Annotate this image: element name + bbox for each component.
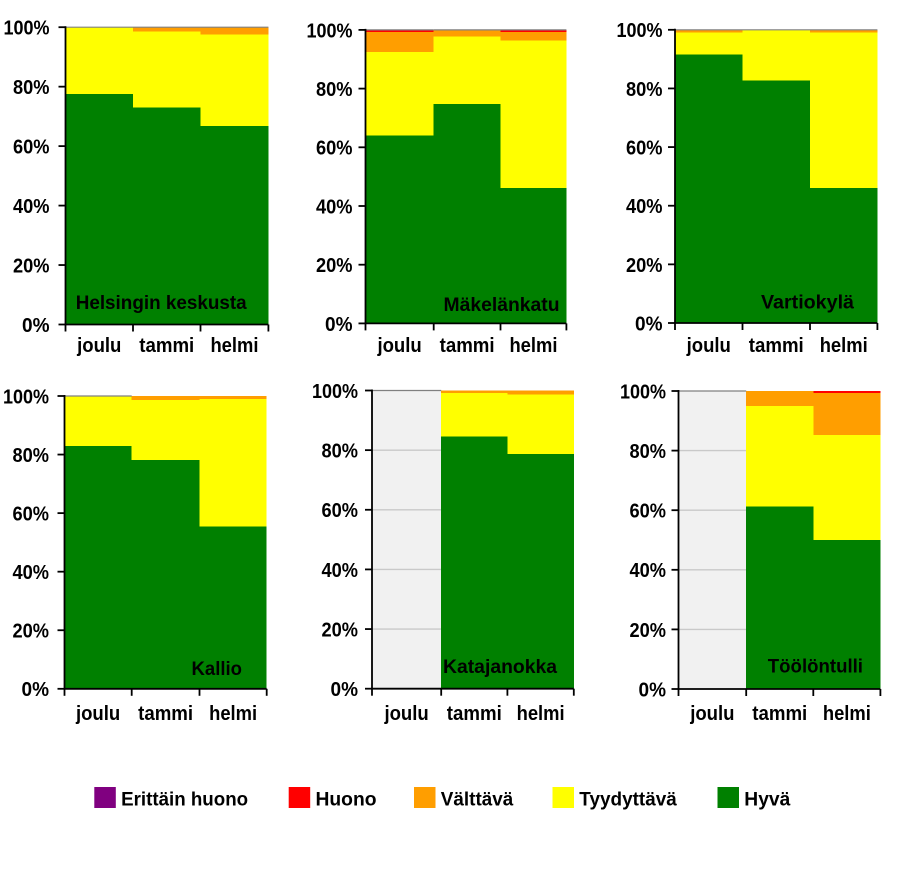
svg-text:Vartiokylä: Vartiokylä — [761, 292, 854, 313]
svg-text:80%: 80% — [13, 445, 50, 467]
svg-text:20%: 20% — [626, 255, 663, 277]
svg-text:60%: 60% — [626, 137, 663, 159]
svg-text:100%: 100% — [617, 20, 663, 42]
svg-text:helmi: helmi — [823, 703, 871, 725]
svg-text:40%: 40% — [322, 560, 359, 582]
svg-text:20%: 20% — [630, 620, 667, 642]
svg-text:joulu: joulu — [76, 335, 121, 357]
svg-text:Hyvä: Hyvä — [744, 790, 790, 811]
svg-text:100%: 100% — [4, 18, 50, 40]
svg-text:helmi: helmi — [509, 335, 557, 357]
svg-text:helmi: helmi — [517, 703, 565, 725]
svg-text:20%: 20% — [322, 619, 359, 641]
svg-text:80%: 80% — [13, 77, 50, 99]
svg-text:80%: 80% — [630, 441, 667, 463]
svg-text:20%: 20% — [316, 255, 353, 277]
svg-text:100%: 100% — [620, 381, 666, 403]
svg-text:Helsingin keskusta: Helsingin keskusta — [76, 293, 247, 314]
svg-text:40%: 40% — [630, 560, 667, 582]
svg-text:Erittäin huono: Erittäin huono — [121, 790, 248, 811]
svg-text:100%: 100% — [3, 386, 49, 408]
svg-text:Töölöntulli: Töölöntulli — [768, 656, 863, 677]
svg-text:joulu: joulu — [384, 703, 429, 725]
svg-text:Kallio: Kallio — [192, 659, 243, 680]
svg-text:joulu: joulu — [75, 703, 120, 725]
svg-text:100%: 100% — [312, 381, 358, 403]
svg-text:40%: 40% — [13, 562, 50, 584]
svg-text:20%: 20% — [13, 621, 50, 643]
svg-text:tammi: tammi — [749, 335, 804, 357]
svg-text:Välttävä: Välttävä — [441, 790, 514, 811]
svg-text:0%: 0% — [639, 679, 667, 701]
svg-text:100%: 100% — [307, 20, 353, 42]
svg-text:40%: 40% — [316, 196, 353, 218]
svg-text:tammi: tammi — [447, 703, 502, 725]
svg-text:joulu: joulu — [686, 335, 731, 357]
svg-text:60%: 60% — [630, 501, 667, 523]
svg-text:helmi: helmi — [209, 703, 257, 725]
svg-text:tammi: tammi — [138, 703, 193, 725]
svg-text:20%: 20% — [13, 255, 50, 277]
svg-text:80%: 80% — [316, 79, 353, 101]
svg-text:80%: 80% — [322, 441, 359, 463]
svg-text:tammi: tammi — [752, 703, 807, 725]
svg-text:60%: 60% — [13, 504, 50, 526]
svg-text:Mäkelänkatu: Mäkelänkatu — [444, 295, 560, 316]
svg-text:0%: 0% — [22, 679, 50, 701]
svg-text:0%: 0% — [325, 314, 353, 336]
svg-text:0%: 0% — [635, 313, 663, 335]
svg-text:Katajanokka: Katajanokka — [443, 657, 557, 678]
svg-text:80%: 80% — [626, 79, 663, 101]
svg-text:helmi: helmi — [210, 335, 258, 357]
svg-text:60%: 60% — [316, 138, 353, 160]
svg-text:60%: 60% — [13, 137, 50, 159]
svg-text:helmi: helmi — [820, 335, 868, 357]
svg-text:Tyydyttävä: Tyydyttävä — [579, 790, 677, 811]
svg-text:40%: 40% — [13, 196, 50, 218]
svg-text:60%: 60% — [322, 500, 359, 522]
svg-text:tammi: tammi — [440, 335, 495, 357]
svg-text:0%: 0% — [22, 315, 50, 337]
svg-text:0%: 0% — [331, 679, 359, 701]
svg-text:Huono: Huono — [316, 790, 377, 811]
svg-text:joulu: joulu — [689, 703, 734, 725]
svg-text:joulu: joulu — [377, 335, 422, 357]
svg-text:40%: 40% — [626, 196, 663, 218]
svg-text:tammi: tammi — [139, 335, 194, 357]
